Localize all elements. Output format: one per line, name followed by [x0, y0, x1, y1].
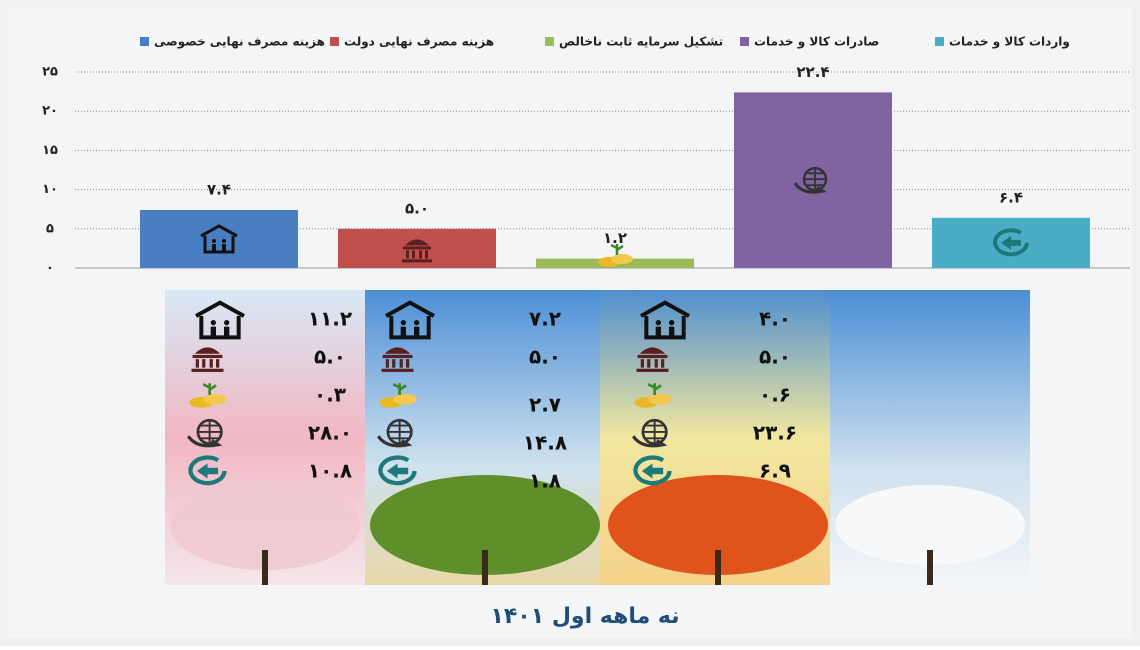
season-value: ۱.۸ — [529, 469, 561, 493]
caption: نه ماهه اول ۱۴۰۱ — [490, 604, 679, 629]
tree — [170, 480, 360, 570]
season-value: ۲۸.۰ — [308, 421, 352, 445]
bar — [140, 209, 298, 268]
season-value: ۰.۶ — [759, 383, 791, 407]
value-label: ۲۲.۴ — [796, 63, 829, 81]
y-tick-label: ۲۰ — [42, 104, 58, 119]
season-value: ۴.۰ — [759, 307, 791, 331]
trunk — [927, 550, 933, 585]
season-value: ۶.۹ — [759, 459, 791, 483]
seasons — [165, 290, 1030, 585]
season-value: ۱۰.۸ — [308, 459, 352, 483]
y-tick-label: ۰ — [46, 261, 54, 276]
legend-label: واردات کالا و خدمات — [949, 35, 1070, 50]
y-tick-label: ۱۵ — [42, 143, 58, 158]
legend-swatch — [140, 37, 149, 46]
y-tick-label: ۲۵ — [42, 65, 58, 80]
trunk — [715, 550, 721, 585]
legend-swatch — [330, 37, 339, 46]
season-value: ۲.۷ — [529, 393, 561, 417]
value-label: ۵.۰ — [405, 199, 429, 217]
legend-swatch — [935, 37, 944, 46]
tree — [370, 475, 600, 575]
season-value: ۵.۰ — [759, 345, 791, 369]
trunk — [482, 550, 488, 585]
tree — [608, 475, 828, 575]
legend-label: هزینه مصرف نهایی دولت — [344, 35, 494, 50]
legend-swatch — [740, 37, 749, 46]
season-value: ۵.۰ — [529, 345, 561, 369]
value-label: ۶.۴ — [999, 188, 1023, 206]
season-value: ۱۴.۸ — [523, 431, 567, 455]
y-tick-label: ۵ — [46, 221, 54, 236]
bar — [734, 92, 892, 268]
value-label: ۷.۴ — [207, 180, 231, 198]
season-value: ۰.۳ — [314, 383, 346, 407]
season-value: ۲۳.۶ — [753, 421, 797, 445]
season-value: ۷.۲ — [529, 307, 561, 331]
season-value: ۵.۰ — [314, 345, 346, 369]
legend-label: تشکیل سرمایه ثابت ناخالص — [559, 35, 723, 49]
tree — [835, 485, 1025, 565]
legend-swatch — [545, 37, 554, 46]
season-value: ۱۱.۲ — [308, 307, 352, 331]
trunk — [262, 550, 268, 585]
y-tick-label: ۱۰ — [42, 182, 58, 197]
legend-label: صادرات کالا و خدمات — [754, 35, 879, 50]
value-label: ۱.۲ — [603, 229, 627, 247]
legend-label: هزینه مصرف نهایی خصوصی — [154, 35, 325, 50]
